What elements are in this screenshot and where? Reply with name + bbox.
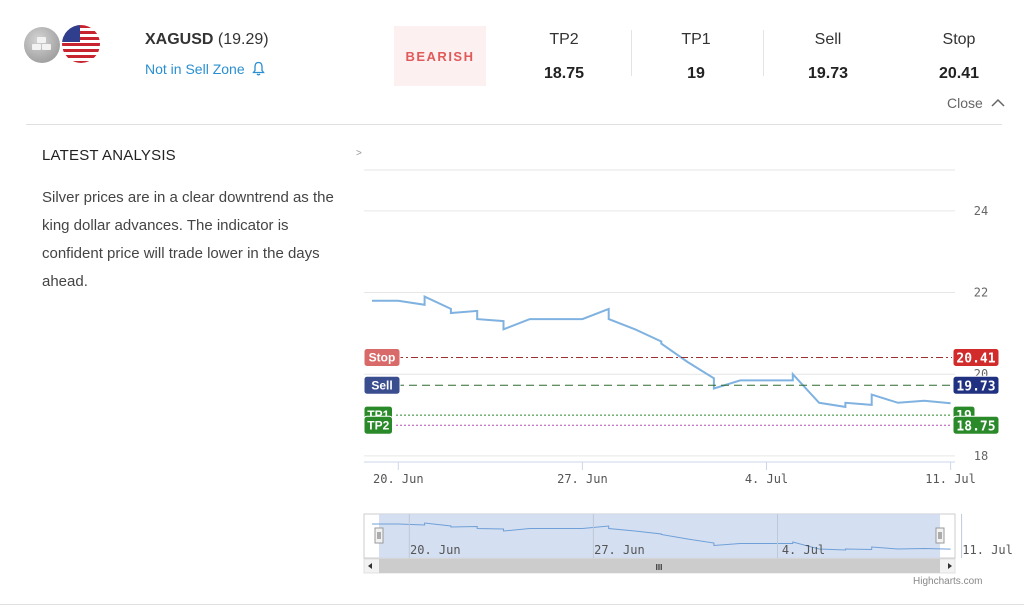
- navigator-handle-grip[interactable]: [374, 527, 384, 544]
- stat-stop: Stop 20.41: [894, 31, 1024, 83]
- scrollbar-grip-label: III: [656, 563, 663, 572]
- y-tick-label: 18: [974, 449, 988, 463]
- navigator-selected-range: [379, 514, 940, 558]
- analysis-title: LATEST ANALYSIS: [42, 147, 176, 164]
- divider: [26, 124, 1002, 125]
- stat-value: 18.75: [543, 65, 585, 82]
- navigator-tick-label: 11. Jul: [962, 543, 1013, 557]
- stat-tp2: TP2 18.75: [499, 31, 629, 83]
- level-value-label: 20.41: [956, 351, 995, 366]
- navigator-tick-label: 20. Jun: [410, 543, 461, 557]
- level-value-badge: [952, 415, 1000, 435]
- asset-icons: [24, 25, 102, 63]
- level-value-label: 19.73: [956, 379, 995, 394]
- navigator-tick-label: 27. Jun: [594, 543, 645, 557]
- y-tick-label: 24: [974, 204, 988, 218]
- silver-bars-icon: [24, 27, 60, 63]
- divider: [763, 30, 764, 76]
- divider: [0, 604, 1024, 605]
- stat-sell: Sell 19.73: [763, 31, 893, 83]
- x-tick-label: 27. Jun: [557, 472, 608, 486]
- navigator-handle-grip[interactable]: [935, 527, 945, 544]
- price-series-line: [372, 295, 951, 409]
- stat-tp1: TP1 19: [631, 31, 761, 83]
- level-name-badge: [363, 415, 393, 435]
- divider: [631, 30, 632, 76]
- scroll-right-arrow-icon[interactable]: [948, 563, 952, 569]
- symbol-price: (19.29): [217, 31, 269, 48]
- navigator-series-line: [372, 522, 951, 551]
- stat-value: 19.73: [807, 65, 849, 82]
- stat-value: 19: [687, 65, 705, 82]
- zone-status-link[interactable]: Not in Sell Zone: [145, 61, 265, 77]
- chart-credit[interactable]: Highcharts.com: [913, 576, 983, 587]
- level-value-badge: [952, 375, 1000, 395]
- zone-status-text: Not in Sell Zone: [145, 61, 245, 77]
- level-name-label: TP2: [367, 418, 389, 432]
- scrollbar-thumb[interactable]: [379, 559, 940, 573]
- symbol-name: XAGUSD: [145, 31, 214, 48]
- navigator-handle[interactable]: [374, 527, 384, 544]
- sentiment-badge: BEARISH: [394, 26, 486, 86]
- chevron-right-icon: >: [356, 148, 362, 159]
- stat-label: TP1: [681, 31, 711, 48]
- level-name-label: Stop: [369, 350, 396, 364]
- close-label: Close: [947, 95, 983, 111]
- stat-value: 20.41: [938, 65, 980, 82]
- chevron-up-icon: [991, 98, 1005, 107]
- x-tick-label: 4. Jul: [745, 472, 788, 486]
- y-tick-label: 22: [974, 286, 988, 300]
- stat-label: Sell: [814, 31, 842, 48]
- navigator-handle[interactable]: [935, 527, 945, 544]
- stat-label: Stop: [942, 31, 976, 48]
- analysis-text: Silver prices are in a clear downtrend a…: [42, 189, 334, 290]
- level-name-badge: [363, 347, 401, 367]
- level-value-label: 18.75: [956, 419, 995, 434]
- scroll-left-arrow-icon[interactable]: [368, 563, 372, 569]
- close-button[interactable]: Close: [947, 95, 1005, 111]
- level-value-badge: [952, 347, 1000, 367]
- navigator-tick-label: 4. Jul: [782, 543, 825, 557]
- stat-label: TP2: [549, 31, 579, 48]
- symbol-title: XAGUSD (19.29): [145, 31, 269, 49]
- level-name-badge: [363, 375, 401, 395]
- bell-icon[interactable]: [251, 61, 265, 76]
- x-tick-label: 20. Jun: [373, 472, 424, 486]
- us-flag-icon: [62, 25, 100, 63]
- level-name-label: Sell: [371, 378, 392, 392]
- x-tick-label: 11. Jul: [925, 472, 976, 486]
